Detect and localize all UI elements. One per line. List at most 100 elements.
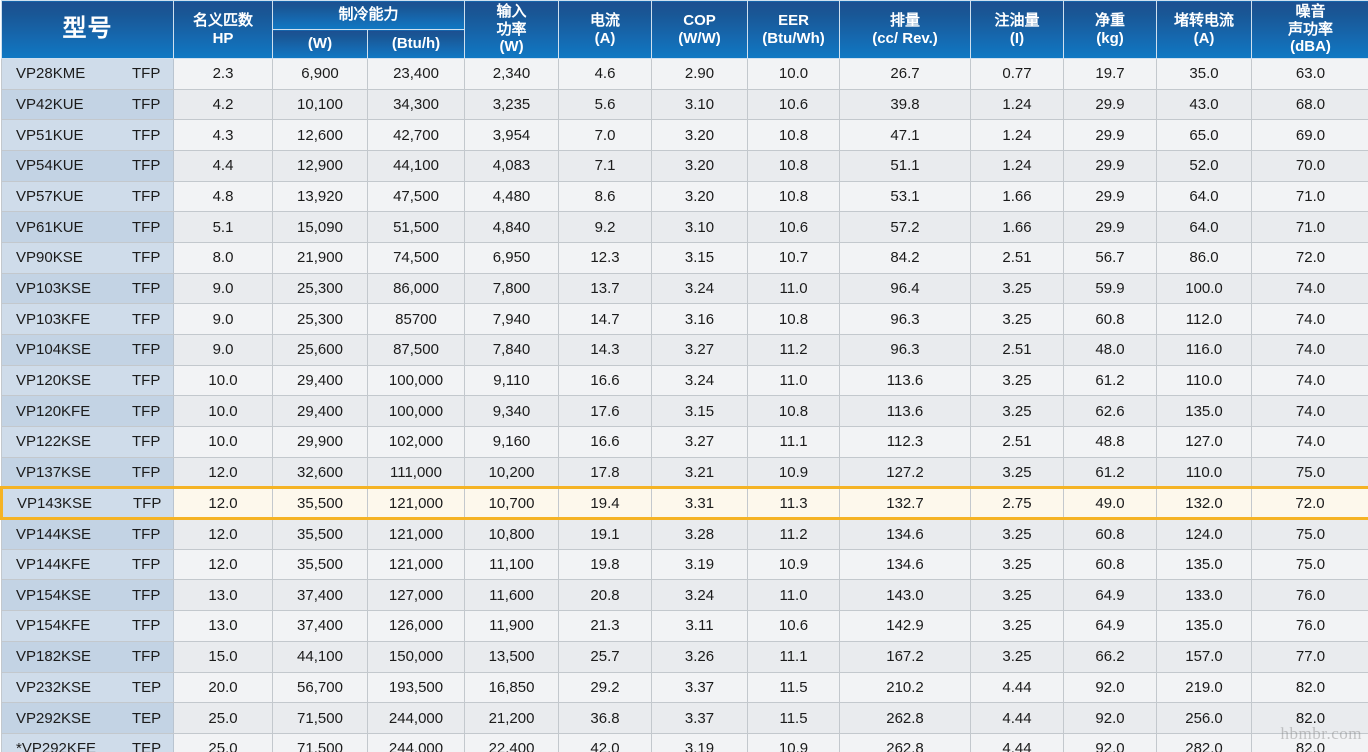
cell-model[interactable]: VP51KUE TFP: [1, 119, 174, 152]
table-row[interactable]: VP28KME TFP 2.3 6,900 23,400 2,340 4.6 2.90 10.0…: [1, 58, 1368, 90]
table-row[interactable]: VP42KUE TFP 4.2 10,100 34,300 3,235 5.6 3.10 10.…: [1, 88, 1368, 121]
cell-model[interactable]: VP104KSE TFP: [1, 334, 174, 366]
cell-model[interactable]: VP182KSE TFP: [1, 640, 174, 673]
cell-current: 36.8: [558, 702, 653, 734]
table-row[interactable]: VP232KSE TEP 20.0 56,700 193,500 16,850 29.2 3.…: [1, 671, 1368, 704]
cell-noise: 76.0: [1251, 579, 1368, 612]
cell-model[interactable]: VP143KSE TFP: [0, 486, 174, 521]
noise-line3: (dBA): [1290, 38, 1331, 56]
cell-noise: 74.0: [1251, 395, 1368, 428]
table-row[interactable]: VP182KSE TFP 15.0 44,100 150,000 13,500 25.7 3.…: [1, 640, 1368, 673]
cell-model[interactable]: VP120KSE TFP: [1, 364, 174, 397]
column-header-noise: 噪音 声功率 (dBA): [1251, 0, 1368, 60]
table-row[interactable]: VP154KFE TFP 13.0 37,400 126,000 11,900 21.3 3.…: [1, 610, 1368, 642]
cell-model[interactable]: VP42KUE TFP: [1, 88, 174, 121]
cell-noise: 74.0: [1251, 426, 1368, 458]
cell-cooling-capacity-w: 13,920: [272, 180, 368, 213]
table-row[interactable]: VP104KSE TFP 9.0 25,600 87,500 7,840 14.3 3.27 1…: [1, 334, 1368, 366]
cell-displacement: 96.3: [839, 334, 972, 366]
cell-oil-charge: 1.66: [970, 211, 1065, 244]
table-row[interactable]: VP57KUE TFP 4.8 13,920 47,500 4,480 8.6 3.20 10.…: [1, 180, 1368, 213]
model-suffix: TFP: [132, 341, 161, 359]
table-row[interactable]: VP61KUE TFP 5.1 15,090 51,500 4,840 9.2 3.10 10.…: [1, 211, 1368, 244]
cell-model[interactable]: VP154KFE TFP: [1, 610, 174, 642]
model-suffix: TFP: [132, 65, 161, 83]
table-row[interactable]: *VP292KFE TEP 25.0 71,500 244,000 22,400 42.0 3…: [1, 732, 1368, 752]
cell-noise: 75.0: [1251, 456, 1368, 489]
cell-model[interactable]: VP154KSE TFP: [1, 579, 174, 612]
cell-model[interactable]: VP232KSE TEP: [1, 671, 174, 704]
cell-locked-rotor-current: 282.0: [1156, 732, 1253, 752]
cell-current: 16.6: [558, 426, 653, 458]
cell-model[interactable]: VP144KFE TFP: [1, 548, 174, 581]
cell-model[interactable]: VP144KSE TFP: [1, 518, 174, 550]
nominal-hp-line2: HP: [212, 29, 234, 47]
cell-cooling-capacity-w: 37,400: [272, 610, 368, 642]
cell-model[interactable]: VP54KUE TFP: [1, 150, 174, 182]
cell-nominal-hp: 20.0: [173, 671, 273, 704]
model-suffix: TFP: [132, 249, 161, 267]
cell-model[interactable]: VP61KUE TFP: [1, 211, 174, 244]
table-row[interactable]: VP154KSE TFP 13.0 37,400 127,000 11,600 20.8 3.…: [1, 579, 1368, 612]
cell-locked-rotor-current: 112.0: [1156, 303, 1253, 336]
cell-cooling-capacity-w: 25,300: [272, 272, 368, 305]
cell-input-power: 22,400: [464, 732, 560, 752]
model-name: VP120KFE: [16, 402, 91, 420]
model-suffix: TFP: [132, 126, 161, 144]
cell-model[interactable]: VP90KSE TFP: [1, 242, 174, 274]
table-row[interactable]: VP103KFE TFP 9.0 25,300 85700 7,940 14.7 3.16 10…: [1, 303, 1368, 336]
table-row[interactable]: VP120KSE TFP 10.0 29,400 100,000 9,110 16.6 3.2…: [1, 364, 1368, 397]
cell-eer: 10.9: [747, 548, 841, 581]
cell-cooling-capacity-btu: 121,000: [366, 548, 466, 581]
cell-nominal-hp: 12.0: [173, 518, 273, 550]
cell-model[interactable]: VP103KSE TFP: [1, 272, 174, 305]
cell-displacement: 134.6: [839, 548, 972, 581]
cell-noise: 76.0: [1251, 610, 1368, 642]
cell-noise: 69.0: [1251, 119, 1368, 152]
cell-current: 19.4: [558, 486, 653, 521]
cell-cooling-capacity-btu: 193,500: [366, 671, 466, 704]
cell-model[interactable]: *VP292KFE TEP: [1, 732, 174, 752]
lrc-line2: (A): [1193, 29, 1215, 47]
cell-current: 7.1: [558, 150, 653, 182]
cell-cop: 3.20: [651, 150, 749, 182]
table-row[interactable]: VP90KSE TFP 8.0 21,900 74,500 6,950 12.3 3.15 10…: [1, 242, 1368, 274]
cell-model[interactable]: VP57KUE TFP: [1, 180, 174, 213]
cell-net-weight: 29.9: [1063, 180, 1158, 213]
cell-cooling-capacity-w: 12,600: [272, 119, 368, 152]
cell-cooling-capacity-w: 6,900: [272, 58, 368, 90]
cell-model[interactable]: VP103KFE TFP: [1, 303, 174, 336]
model-suffix: TEP: [132, 678, 162, 696]
cell-model[interactable]: VP137KSE TFP: [1, 456, 174, 489]
cell-cooling-capacity-btu: 100,000: [366, 395, 466, 428]
column-header-nominal-hp: 名义匹数 HP: [173, 0, 273, 60]
cell-noise: 74.0: [1251, 334, 1368, 366]
cell-model[interactable]: VP122KSE TFP: [1, 426, 174, 458]
table-row[interactable]: VP51KUE TFP 4.3 12,600 42,700 3,954 7.0 3.20 10.…: [1, 119, 1368, 152]
cell-net-weight: 92.0: [1063, 732, 1158, 752]
table-row[interactable]: VP137KSE TFP 12.0 32,600 111,000 10,200 17.8 3.…: [1, 456, 1368, 489]
cell-model[interactable]: VP120KFE TFP: [1, 395, 174, 428]
cell-cooling-capacity-w: 25,300: [272, 303, 368, 336]
current-line1: 电流: [590, 11, 621, 29]
table-row[interactable]: VP54KUE TFP 4.4 12,900 44,100 4,083 7.1 3.20 10.…: [1, 150, 1368, 182]
cell-nominal-hp: 25.0: [173, 702, 273, 734]
cell-input-power: 2,340: [464, 58, 560, 90]
cell-model[interactable]: VP28KME TFP: [1, 58, 174, 90]
cell-current: 14.7: [558, 303, 653, 336]
table-row[interactable]: VP144KSE TFP 12.0 35,500 121,000 10,800 19.1 3.…: [1, 518, 1368, 550]
cell-noise: 63.0: [1251, 58, 1368, 90]
cell-cop: 3.15: [651, 395, 749, 428]
cell-model[interactable]: VP292KSE TEP: [1, 702, 174, 734]
table-row[interactable]: VP144KFE TFP 12.0 35,500 121,000 11,100 19.8 3.…: [1, 548, 1368, 581]
table-row[interactable]: VP103KSE TFP 9.0 25,300 86,000 7,800 13.7 3.24 1…: [1, 272, 1368, 305]
cell-oil-charge: 3.25: [970, 456, 1065, 489]
cell-displacement: 53.1: [839, 180, 972, 213]
table-row[interactable]: VP122KSE TFP 10.0 29,900 102,000 9,160 16.6 3.2…: [1, 426, 1368, 458]
cell-input-power: 7,840: [464, 334, 560, 366]
table-row[interactable]: VP143KSE TFP 12.0 35,500 121,000 10,700 19.4 3.…: [0, 486, 1368, 521]
cell-current: 7.0: [558, 119, 653, 152]
table-row[interactable]: VP292KSE TEP 25.0 71,500 244,000 21,200 36.8 3.…: [1, 702, 1368, 734]
model-suffix: TFP: [132, 402, 161, 420]
table-row[interactable]: VP120KFE TFP 10.0 29,400 100,000 9,340 17.6 3.1…: [1, 395, 1368, 428]
